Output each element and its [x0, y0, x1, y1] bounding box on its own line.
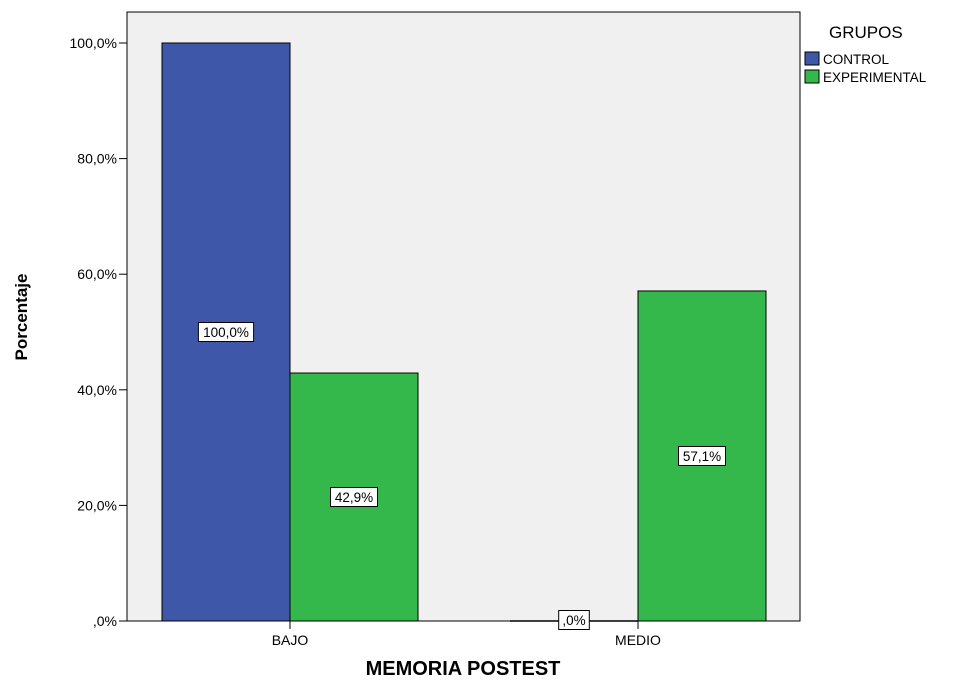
data-label-control-medio: ,0%	[558, 610, 590, 630]
y-tick-label: 100,0%	[70, 35, 117, 51]
data-label-text: 42,9%	[335, 490, 373, 505]
x-axis-title: MEMORIA POSTEST	[366, 658, 561, 680]
x-tick-label: MEDIO	[615, 632, 661, 648]
legend-swatch	[804, 69, 820, 84]
y-tick-label: ,0%	[93, 613, 117, 629]
y-axis-title: Porcentaje	[12, 274, 31, 361]
data-labels-layer: 100,0% ,0% 42,9% 57,1%	[197, 322, 726, 630]
x-tick-label: BAJO	[272, 632, 309, 648]
y-tick-label: 60,0%	[77, 266, 117, 282]
y-tick-label: 20,0%	[77, 497, 117, 513]
legend-item-experimental: EXPERIMENTAL	[804, 69, 927, 85]
data-label-experimental-bajo: 42,9%	[330, 487, 378, 508]
data-label-experimental-medio: 57,1%	[678, 445, 726, 466]
data-label-text: ,0%	[562, 613, 585, 628]
legend-title: GRUPOS	[829, 23, 903, 42]
data-label-box	[330, 487, 378, 508]
x-axis: BAJO MEDIO	[272, 621, 661, 648]
legend: GRUPOS CONTROL EXPERIMENTAL	[804, 23, 927, 85]
legend-label: CONTROL	[823, 52, 889, 67]
y-tick-label: 80,0%	[77, 151, 117, 167]
data-label-control-bajo: 100,0%	[197, 322, 255, 342]
data-label-text: 100,0%	[203, 325, 249, 340]
data-label-box	[678, 445, 726, 466]
data-label-box	[558, 610, 590, 630]
legend-label: EXPERIMENTAL	[823, 70, 927, 85]
y-tick-label: 40,0%	[77, 382, 117, 398]
data-label-box	[197, 322, 255, 342]
legend-swatch	[804, 51, 820, 66]
y-axis: ,0% 20,0% 40,0% 60,0% 80,0% 100,0%	[70, 35, 127, 629]
data-label-text: 57,1%	[683, 449, 721, 464]
legend-item-control: CONTROL	[804, 51, 889, 67]
